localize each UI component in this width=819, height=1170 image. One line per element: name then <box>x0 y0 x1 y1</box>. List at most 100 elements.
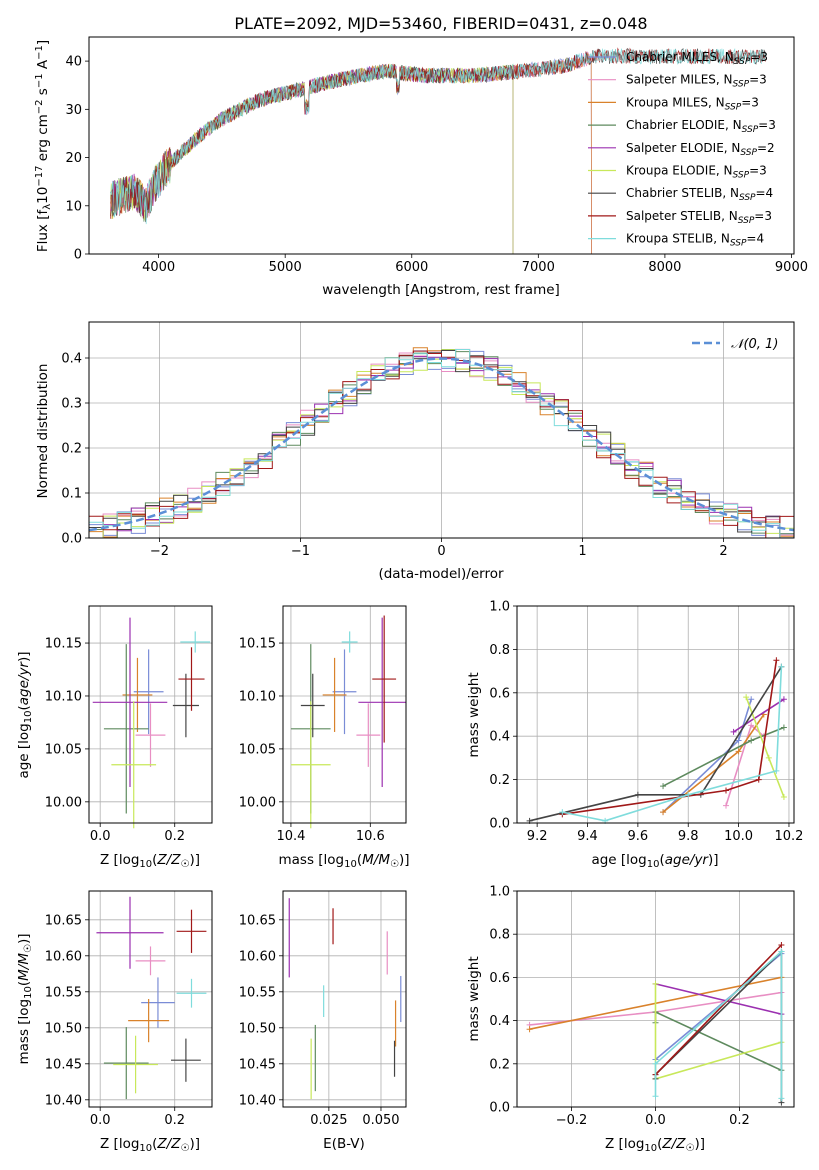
weight-point-marker <box>559 809 566 816</box>
plot-frame <box>516 890 795 1108</box>
normal-curve <box>89 357 794 532</box>
legend-value: =3 <box>749 73 767 87</box>
weight-point-marker <box>634 791 641 798</box>
weight-series-line <box>562 660 778 816</box>
y-tick-label: 10.45 <box>45 1057 82 1072</box>
y-tick-label: 10.40 <box>45 1093 82 1108</box>
y-tick-label: 0.4 <box>489 730 510 745</box>
legend-subscript: SSP <box>725 102 742 112</box>
age-vs-z-panel: 0.0 0.2 10.00 10.05 10.10 10.15 Z [log10(Z/Z☉… <box>16 605 213 870</box>
x-tick-label: −2 <box>150 544 169 559</box>
age-mass-xlabel: mass [log10(M/M☉)] <box>278 852 409 870</box>
y-tick-label: 0.2 <box>489 1057 510 1072</box>
spectrum-title: PLATE=2092, MJD=53460, FIBERID=0431, z=0… <box>234 14 647 33</box>
weight-age-ylabel: mass weight <box>466 672 482 757</box>
y-tick-label: 0.1 <box>61 487 82 502</box>
y-tick-label: 10.10 <box>45 689 82 704</box>
x-tick-label: 0.2 <box>729 1113 750 1128</box>
x-tick-label: 0.025 <box>310 1113 347 1128</box>
legend-label: Salpeter STELIB, NSSP=3 <box>626 209 772 226</box>
weight-point-marker <box>780 696 787 703</box>
y-tick-label: 10.60 <box>239 949 276 964</box>
weight-z-xlabel: Z [log10(Z/Z☉)] <box>605 1136 705 1154</box>
weight-vs-z-panel: −0.2 0.0 0.2 0.0 0.2 0.4 0.6 0.8 1.0 Z [log10(Z/… <box>466 885 795 1154</box>
spectrum-series-line <box>110 47 767 225</box>
y-tick-label: 10.50 <box>45 1021 82 1036</box>
legend-value: =4 <box>746 232 764 246</box>
legend-value: =3 <box>741 95 759 109</box>
mass-vs-ebv-panel: 0.025 0.050 10.40 10.45 10.50 10.55 10.60 10.65… <box>239 890 407 1152</box>
weight-point-marker <box>773 657 780 664</box>
y-tick-label: 10.00 <box>239 795 276 810</box>
weight-point-marker <box>526 1026 533 1033</box>
x-tick-label: 1 <box>578 544 586 559</box>
y-tick-label: 10.55 <box>239 985 276 1000</box>
x-tick-label: 2 <box>719 544 727 559</box>
x-tick-label: 9.4 <box>577 829 598 844</box>
legend-label: Chabrier STELIB, NSSP=4 <box>626 186 773 203</box>
legend-label: Salpeter ELODIE, NSSP=2 <box>626 141 775 158</box>
y-tick-label: 10.05 <box>45 742 82 757</box>
age-z-ylabel: age [log10(age/yr)] <box>16 651 34 778</box>
weight-point-marker <box>778 663 785 670</box>
weight-point-marker <box>685 791 692 798</box>
y-tick-label: 0.6 <box>489 971 510 986</box>
weight-point-marker <box>778 1095 785 1102</box>
x-tick-label: −0.2 <box>556 1113 588 1128</box>
x-tick-label: 0.050 <box>362 1113 399 1128</box>
legend-value: =3 <box>754 209 772 223</box>
y-tick-label: 0.8 <box>489 928 510 943</box>
plot-frame <box>516 605 795 824</box>
weight-point-marker <box>660 809 667 816</box>
legend-value: =2 <box>757 141 775 155</box>
y-tick-label: 0.4 <box>61 352 82 367</box>
weight-point-marker <box>765 754 772 761</box>
weight-point-marker <box>780 793 787 800</box>
spectrum-ylabel: Flux [fλ10−17 erg cm−2 s−1 A−1] <box>34 40 53 252</box>
y-tick-label: 0.0 <box>489 1101 510 1116</box>
x-tick-label: 7000 <box>522 260 555 275</box>
weight-z-ylabel: mass weight <box>466 956 482 1041</box>
weight-series-line <box>654 983 782 1080</box>
plot-frame <box>282 605 407 824</box>
legend-subscript: SSP <box>742 125 759 135</box>
spectrum-lines <box>110 47 767 254</box>
y-tick-label: 10.05 <box>239 742 276 757</box>
y-tick-label: 10.65 <box>239 913 276 928</box>
legend-subscript: SSP <box>738 216 755 226</box>
spectrum-legend: Chabrier MILES, NSSP=3 Salpeter MILES, NS… <box>588 50 776 249</box>
weight-point-marker <box>652 1060 659 1067</box>
weight-point-marker <box>755 776 762 783</box>
weight-point-marker <box>723 787 730 794</box>
x-tick-label: 0.0 <box>90 1113 111 1128</box>
weight-point-marker <box>743 694 750 701</box>
weight-point-marker <box>660 783 667 790</box>
x-tick-label: 0 <box>437 544 445 559</box>
mass-ebv-xlabel: E(B-V) <box>323 1136 365 1152</box>
x-tick-label: 10.6 <box>356 829 385 844</box>
mass-vs-z-panel: 0.0 0.2 10.40 10.45 10.50 10.55 10.60 10.65 Z [… <box>16 890 213 1154</box>
legend-value: =3 <box>750 50 768 64</box>
legend-label: Kroupa ELODIE, NSSP=3 <box>626 164 767 181</box>
histogram-series <box>89 349 794 538</box>
x-tick-label: 9000 <box>775 260 808 275</box>
x-tick-label: 8000 <box>648 260 681 275</box>
age-z-xlabel: Z [log10(Z/Z☉)] <box>100 852 200 870</box>
spectrum-xlabel: wavelength [Angstrom, rest frame] <box>322 282 560 298</box>
y-tick-label: 0.4 <box>489 1014 510 1029</box>
y-tick-label: 10.15 <box>45 637 82 652</box>
y-tick-label: 0 <box>74 248 82 263</box>
plot-frame <box>88 36 795 255</box>
y-tick-label: 10.65 <box>45 913 82 928</box>
spectrum-panel: PLATE=2092, MJD=53460, FIBERID=0431, z=0… <box>34 14 808 298</box>
x-tick-label: 0.0 <box>90 829 111 844</box>
legend-value: =4 <box>756 186 774 200</box>
y-tick-label: 10 <box>65 199 82 214</box>
y-tick-label: 10.15 <box>239 637 276 652</box>
legend-subscript: SSP <box>733 80 750 90</box>
weight-series-line <box>654 949 783 1103</box>
y-tick-label: 30 <box>65 103 82 118</box>
legend-subscript: SSP <box>740 148 757 158</box>
x-tick-label: 9.2 <box>527 829 548 844</box>
x-tick-label: 10.4 <box>276 829 305 844</box>
